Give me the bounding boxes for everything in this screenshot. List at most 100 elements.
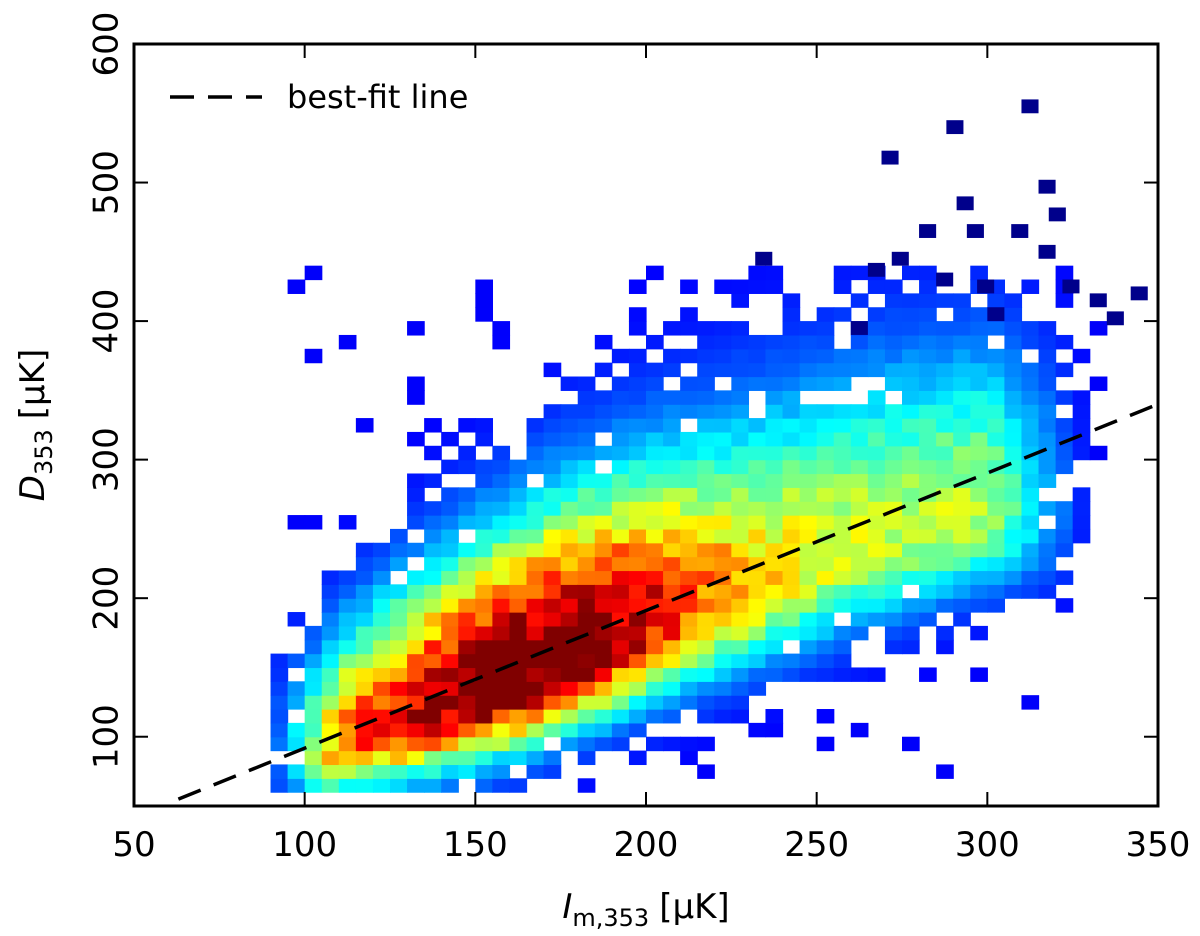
- outlier-bin: [867, 262, 885, 277]
- density-bin: [543, 653, 562, 669]
- density-bin: [782, 293, 801, 308]
- density-bin: [867, 321, 886, 336]
- density-bin: [441, 764, 459, 779]
- density-bin: [424, 445, 442, 461]
- density-bin: [1038, 348, 1057, 364]
- density-bin: [492, 334, 511, 350]
- density-bin: [304, 625, 323, 641]
- density-bin: [663, 459, 681, 475]
- density-bin: [577, 556, 596, 572]
- density-bin: [697, 487, 715, 502]
- density-bin: [765, 584, 784, 599]
- density-bin: [1089, 445, 1108, 461]
- density-bin: [663, 404, 681, 419]
- density-bin: [390, 667, 408, 682]
- density-bin: [441, 542, 459, 558]
- density-bin: [782, 612, 801, 627]
- density-bin: [765, 279, 784, 294]
- density-bin: [850, 334, 869, 350]
- density-bin: [714, 445, 732, 461]
- density-bin: [919, 390, 937, 405]
- density-bin: [441, 431, 459, 447]
- density-bin: [1021, 542, 1040, 558]
- density-bin: [560, 695, 579, 710]
- density-bin: [424, 473, 442, 488]
- density-bin: [628, 487, 647, 502]
- density-bin: [441, 570, 459, 585]
- density-bin: [458, 625, 476, 641]
- density-bin: [919, 376, 937, 391]
- density-bins: [270, 99, 1148, 793]
- density-bin: [714, 625, 732, 641]
- density-bin: [953, 612, 971, 627]
- density-bin: [697, 556, 715, 572]
- density-bin: [628, 431, 647, 447]
- density-bin: [987, 515, 1006, 530]
- density-bin: [697, 598, 715, 613]
- density-bin: [338, 750, 357, 766]
- density-bin: [697, 542, 715, 558]
- density-bin: [953, 348, 971, 364]
- density-bin: [646, 584, 664, 599]
- density-bin: [987, 501, 1006, 516]
- density-bin: [321, 750, 340, 766]
- density-bin: [338, 667, 357, 682]
- density-bin: [594, 709, 613, 724]
- density-bin: [1021, 279, 1040, 294]
- density-bin: [475, 584, 494, 599]
- density-bin: [799, 570, 818, 585]
- density-bin: [1072, 390, 1091, 405]
- density-bin: [987, 376, 1006, 391]
- density-bin: [611, 418, 630, 433]
- density-bin: [953, 515, 971, 530]
- density-bin: [321, 778, 340, 793]
- density-bin: [338, 334, 357, 350]
- density-bin: [646, 709, 664, 724]
- density-bin: [663, 667, 681, 682]
- density-bin: [543, 598, 562, 613]
- density-bin: [867, 570, 886, 585]
- density-bin: [953, 501, 971, 516]
- density-bin: [372, 584, 391, 599]
- density-bin: [867, 404, 886, 419]
- density-bin: [765, 404, 784, 419]
- x-tick-label: 350: [1126, 825, 1191, 865]
- density-bin: [321, 667, 340, 682]
- density-bin: [663, 584, 681, 599]
- density-bin: [475, 459, 494, 475]
- density-bin: [902, 418, 920, 433]
- density-bin: [1038, 376, 1057, 391]
- density-bin: [970, 570, 988, 585]
- density-bin: [577, 528, 596, 544]
- density-bin: [509, 515, 528, 530]
- density-bin: [919, 459, 937, 475]
- density-bin: [492, 695, 511, 710]
- density-bin: [526, 667, 545, 682]
- density-bin: [594, 584, 613, 599]
- density-bin: [1004, 570, 1023, 585]
- density-bin: [424, 722, 442, 738]
- density-bin: [680, 681, 698, 696]
- density-bin: [509, 778, 528, 793]
- density-bin: [765, 556, 784, 572]
- density-bin: [492, 487, 511, 502]
- density-bin: [611, 584, 630, 599]
- density-bin: [560, 501, 579, 516]
- density-bin: [782, 556, 801, 572]
- density-bin: [441, 528, 459, 544]
- outlier-bin: [919, 224, 937, 238]
- density-bin: [611, 681, 630, 696]
- density-bin: [816, 307, 835, 322]
- density-bin: [765, 667, 784, 682]
- density-bin: [509, 584, 528, 599]
- density-bin: [475, 736, 494, 752]
- density-bin: [321, 584, 340, 599]
- density-bin: [628, 459, 647, 475]
- density-bin: [816, 473, 835, 488]
- density-bin: [970, 473, 988, 488]
- density-bin: [628, 307, 647, 322]
- density-bin: [902, 542, 920, 558]
- density-bin: [628, 515, 647, 530]
- density-bin: [936, 390, 954, 405]
- density-bin: [424, 667, 442, 682]
